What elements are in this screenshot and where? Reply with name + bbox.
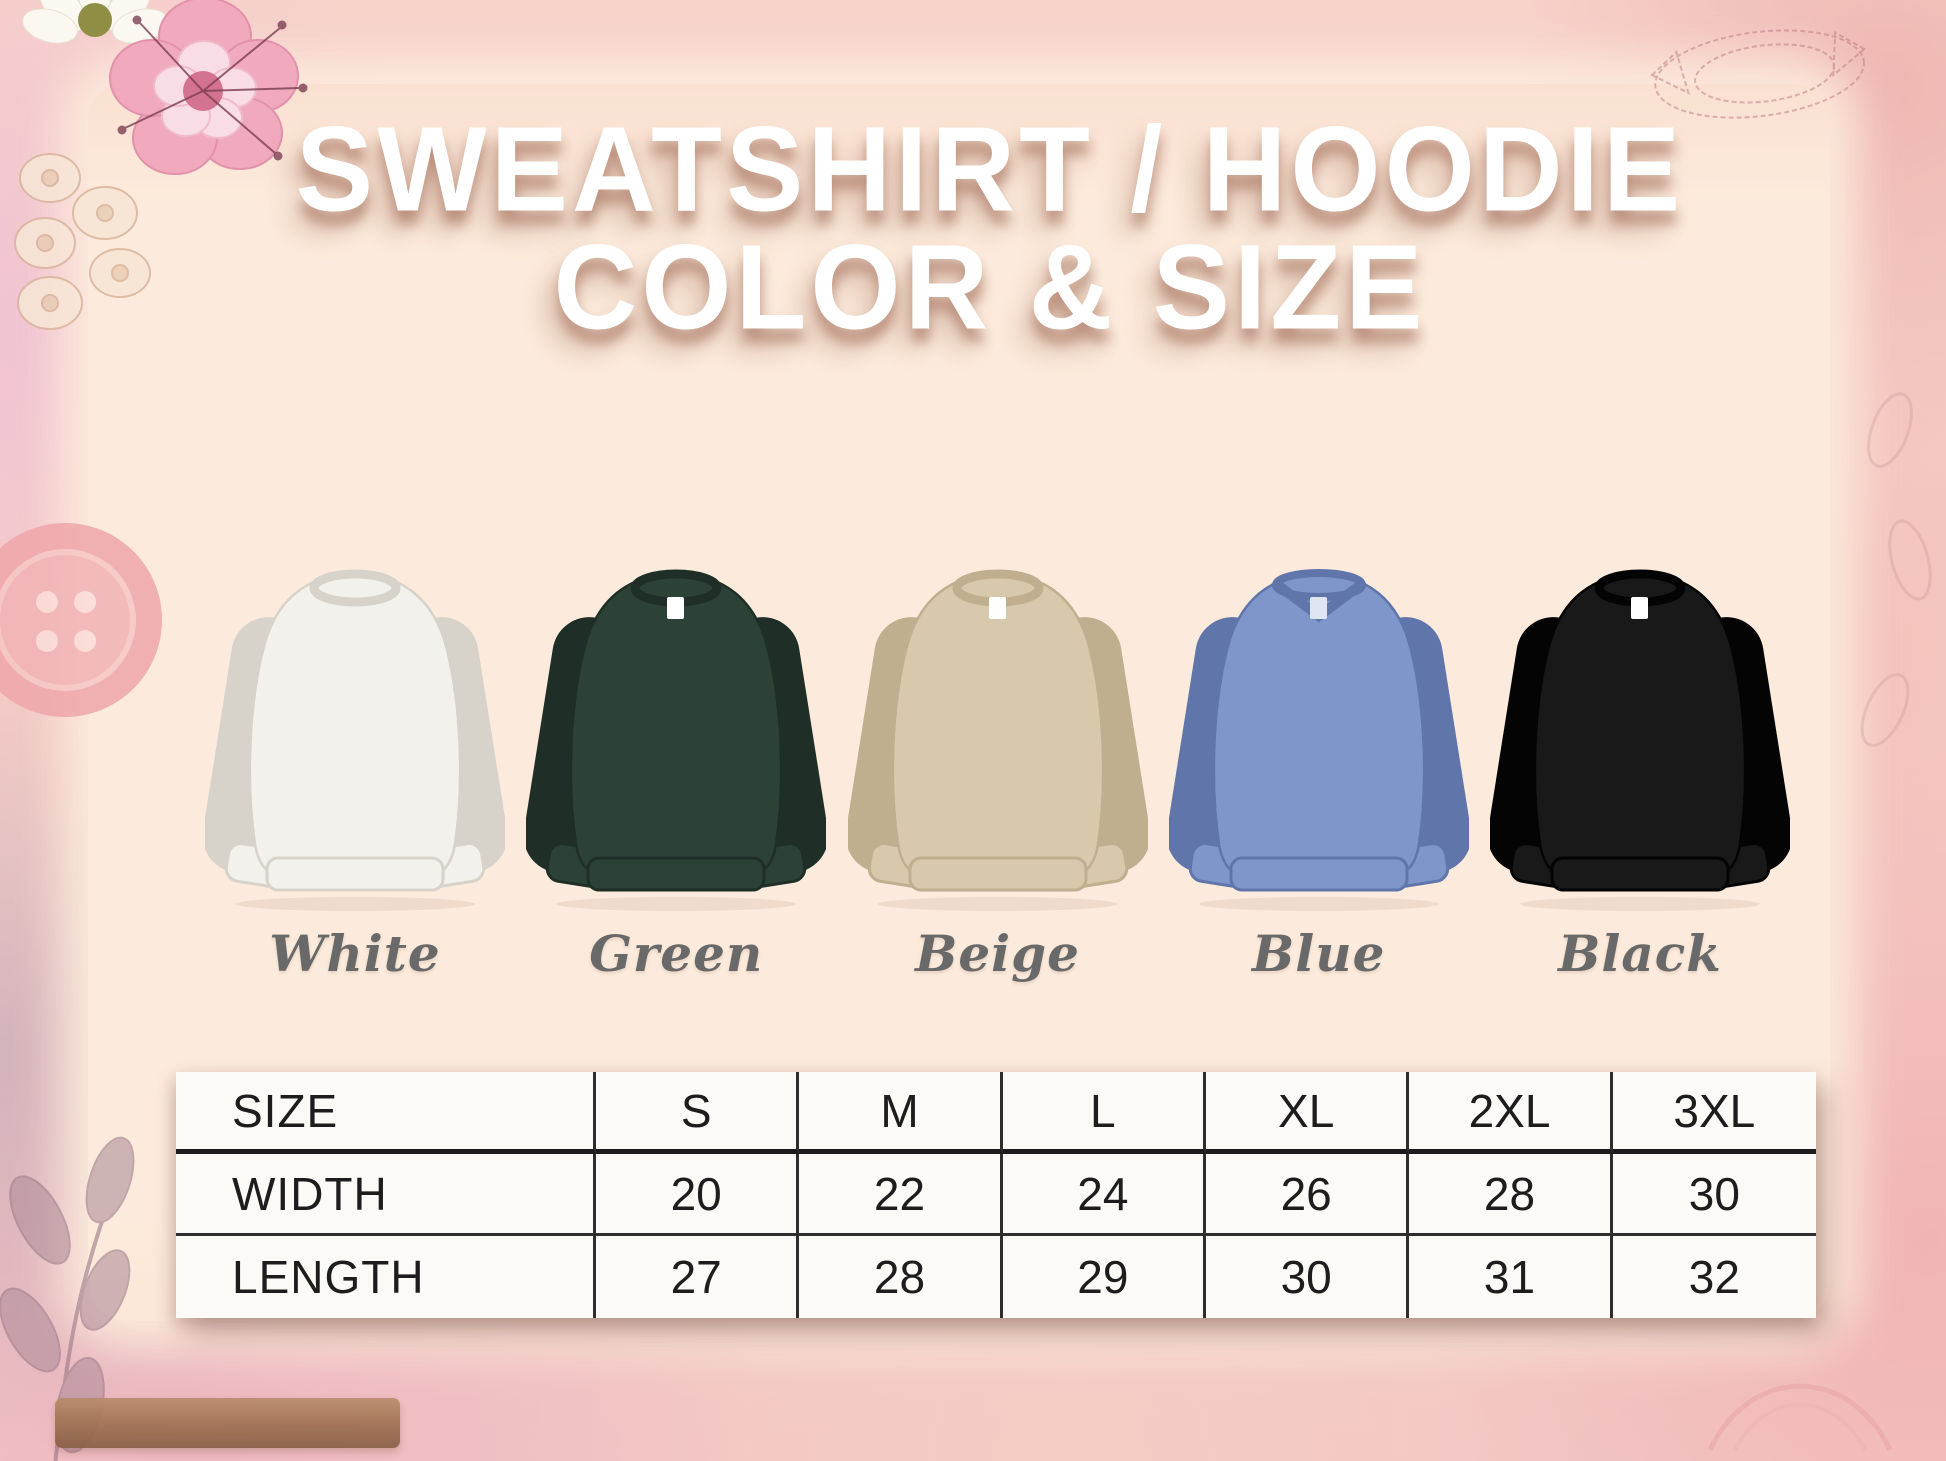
- table-cell: 27: [596, 1236, 800, 1318]
- table-cell: 30: [1205, 1236, 1410, 1318]
- product-black: Black: [1490, 560, 1790, 983]
- ornament-sketch-decoration: [1650, 29, 1867, 119]
- table-col-header-m: M: [799, 1072, 1003, 1154]
- faint-leaves-decoration: [1860, 392, 1932, 747]
- table-cell: 28: [1409, 1154, 1613, 1236]
- table-row-label-width: WIDTH: [176, 1154, 596, 1236]
- table-cell: 32: [1612, 1236, 1816, 1318]
- product-green: Green: [526, 560, 827, 983]
- wooden-spool-decoration: [55, 1398, 400, 1448]
- daisy-flower-icon: [22, 0, 168, 44]
- table-row-label-length: LENGTH: [176, 1236, 596, 1318]
- sketch-flowers-icon: [14, 153, 151, 330]
- sweatshirt-graphic: [1168, 569, 1469, 911]
- table-corner-label: SIZE: [176, 1072, 596, 1154]
- watercolor-arc-decoration: [1707, 1383, 1893, 1452]
- table-cell: 29: [1002, 1236, 1206, 1318]
- title-line-2: COLOR & SIZE: [553, 219, 1427, 355]
- table-cell: 20: [596, 1154, 800, 1236]
- table-cell: 26: [1205, 1154, 1410, 1236]
- table-cell: 31: [1409, 1236, 1613, 1318]
- title-line-1: SWEATSHIRT / HOODIE: [295, 101, 1685, 237]
- size-table: SIZE S M L XL 2XL 3XL WIDTH 20 22 24 26 28 30 LENGTH 27…: [176, 1072, 1816, 1318]
- color-label-black: Black: [1558, 924, 1722, 983]
- table-col-header-3xl: 3XL: [1612, 1072, 1816, 1154]
- table-col-header-xl: XL: [1205, 1072, 1410, 1154]
- page-title: SWEATSHIRT / HOODIE COLOR & SIZE: [0, 101, 1946, 355]
- table-col-header-2xl: 2XL: [1409, 1072, 1613, 1154]
- sweatshirt-graphic: [1490, 569, 1790, 911]
- table-cell: 28: [799, 1236, 1003, 1318]
- product-blue: Blue: [1168, 560, 1469, 983]
- button-decoration: [0, 523, 162, 717]
- color-label-white: White: [269, 924, 441, 983]
- blossom-flower-icon: [109, 0, 308, 175]
- color-label-green: Green: [589, 924, 764, 983]
- product-beige: Beige: [847, 560, 1148, 983]
- color-label-beige: Beige: [915, 924, 1080, 983]
- color-label-blue: Blue: [1252, 924, 1386, 983]
- table-cell: 30: [1612, 1154, 1816, 1236]
- products-row: White Green Beige Blue B: [205, 560, 1790, 983]
- table-col-header-l: L: [1002, 1072, 1206, 1154]
- table-cell: 24: [1002, 1154, 1206, 1236]
- table-cell: 22: [799, 1154, 1003, 1236]
- table-col-header-s: S: [596, 1072, 800, 1154]
- product-white: White: [205, 560, 505, 983]
- floral-corner-decoration: [14, 0, 308, 330]
- sweatshirt-graphic: [526, 569, 827, 911]
- sweatshirt-graphic: [847, 569, 1148, 911]
- sweatshirt-graphic: [205, 569, 505, 911]
